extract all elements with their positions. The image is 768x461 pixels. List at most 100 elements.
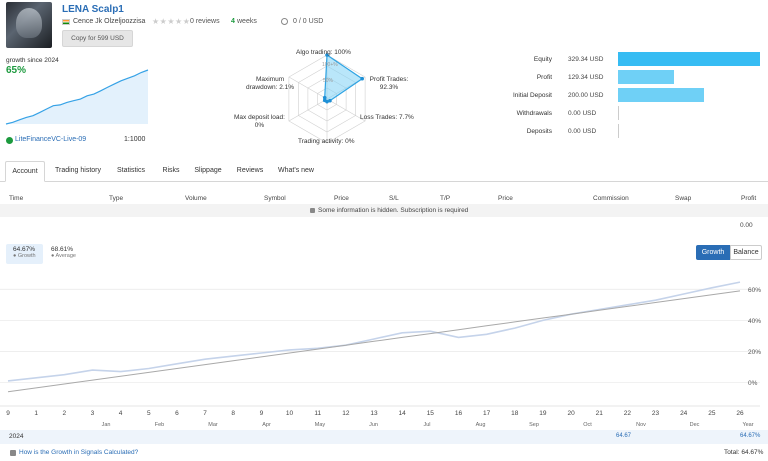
year-summary-row: 2024 64.67 64.67% [0,430,768,444]
tab-whats-new[interactable]: What's new [278,167,314,174]
month-label: Sep [529,422,539,428]
x-tick-label: 9 [260,410,264,417]
weeks-label: weeks [237,18,257,25]
tab-reviews[interactable]: Reviews [236,167,264,174]
average-summary-tab[interactable]: 68.61% ● Average [51,246,76,259]
x-tick-label: 7 [203,410,207,417]
x-tick-label: 5 [147,410,151,417]
footer: How is the Growth in Signals Calculated?… [0,447,768,461]
stat-bar-empty [618,124,619,138]
col-commission: Commission [593,195,629,202]
growth-help-link[interactable]: How is the Growth in Signals Calculated? [19,449,139,456]
y-tick-label: 60% [748,287,761,294]
lock-icon [310,208,315,213]
month-label: Oct [583,422,592,428]
x-tick-label: 11 [314,410,321,417]
risk-radar-chart: Algo trading: 100% Profit Trades: 92.3% … [218,48,418,153]
balance-button[interactable]: Balance [730,245,762,260]
col-symbol: Symbol [264,195,286,202]
tab-trading-history[interactable]: Trading history [54,167,102,174]
growth-since-label: growth since 2024 [6,57,59,64]
stat-row-deposits: Deposits 0.00 USD [500,124,762,142]
stat-bar-empty [618,106,619,120]
tab-risks[interactable]: Risks [162,167,180,174]
copy-button[interactable]: Copy for 599 USD [62,30,133,47]
stat-label: Deposits [526,128,552,135]
growth-percent: 65% [6,65,27,76]
growth-chart: 60%40%20%0%9 1 2 3 4 5 6 7 8 9 10 11 12 13 14 15 16 17 18 1… [0,281,761,428]
stat-row-equity: Equity 329.34 USD [500,52,762,70]
weeks-count: 4 [231,18,235,25]
month-label: Aug [476,422,486,428]
year-label: 2024 [9,433,24,440]
x-tick-label: 25 [708,410,716,417]
stat-row-profit: Profit 129.34 USD [500,70,762,88]
signal-title[interactable]: LENA Scalp1 [62,4,124,15]
month-label: Jan [102,422,111,428]
growth-summary-tab[interactable]: 64.67% ● Growth [6,244,43,264]
radar-activity-label: Trading activity: 0% [298,138,355,145]
col-price: Price [334,195,349,202]
signal-avatar [6,2,52,48]
stat-bar [618,52,760,66]
month-label: Apr [262,422,271,428]
radar-deposit-load-label: Max deposit load: 0% [234,114,285,129]
growth-button[interactable]: Growth [696,245,730,260]
col-sl: S/L [389,195,399,202]
x-tick-label: 1 [34,410,38,417]
x-tick-label: 19 [539,410,547,417]
month-label: Nov [636,422,646,428]
radar-ring-50: 50% [323,78,334,84]
tab-slippage[interactable]: Slippage [194,167,222,174]
stat-label: Equity [533,56,552,63]
rating-stars-icon: ★★★★★ [152,17,191,26]
stat-label: Profit [536,74,552,81]
stat-row-initial-deposit: Initial Deposit 200.00 USD [500,88,762,106]
x-tick-label: 26 [736,410,744,417]
month-label: Year [742,422,753,428]
trend-series-line [7,290,741,393]
stat-bar [618,88,705,102]
leverage-value: 1:1000 [124,136,146,143]
x-tick-label: 23 [652,410,660,417]
x-tick-label: 6 [175,410,179,417]
radar-drawdown-label: Maximum drawdown: 2.1% [246,76,295,91]
x-tick-label: 20 [567,410,575,417]
col-swap: Swap [675,195,692,202]
x-tick-label: 17 [483,410,491,417]
radar-axis [288,76,328,100]
col-close-price: Price [498,195,513,202]
x-tick-label: 22 [624,410,632,417]
x-tick-label: 8 [231,410,235,417]
y-tick-label: 0% [748,380,758,387]
stat-value: 329.34 USD [568,56,604,63]
x-tick-label: 16 [455,410,463,417]
x-tick-label: 9 [6,410,10,417]
x-tick-label: 3 [91,410,95,417]
author-name[interactable]: Cence Jk Olzeljoozzisa [73,18,146,25]
x-tick-label: 21 [596,410,604,417]
stat-value: 0.00 USD [568,110,597,117]
month-label: Dec [690,422,700,428]
x-tick-label: 10 [286,410,294,417]
reviews-count[interactable]: 0 reviews [190,18,220,25]
col-profit: Profit [741,195,757,202]
y-tick-label: 20% [748,349,761,356]
broker-server-link[interactable]: LiteFinanceVC-Live-09 [15,136,87,143]
tab-account[interactable]: Account [5,161,45,182]
growth-sparkline [5,69,149,125]
tab-statistics[interactable]: Statistics [116,167,145,174]
radar-ring-100: 100+% [322,62,338,68]
radar-point-drawdown [322,95,327,100]
x-tick-label: 15 [427,410,435,417]
hidden-notice: Some information is hidden. Subscription… [318,207,469,214]
col-time: Time [9,195,24,202]
radar-point-profit [360,76,364,81]
stat-value: 200.00 USD [568,92,604,99]
growth-series-line [7,281,741,382]
radar-point-load [322,98,327,103]
month-label: Jun [369,422,378,428]
subscribers-funds: 0 / 0 USD [293,18,324,25]
stat-label: Withdrawals [516,110,552,117]
month-label: Feb [155,422,164,428]
